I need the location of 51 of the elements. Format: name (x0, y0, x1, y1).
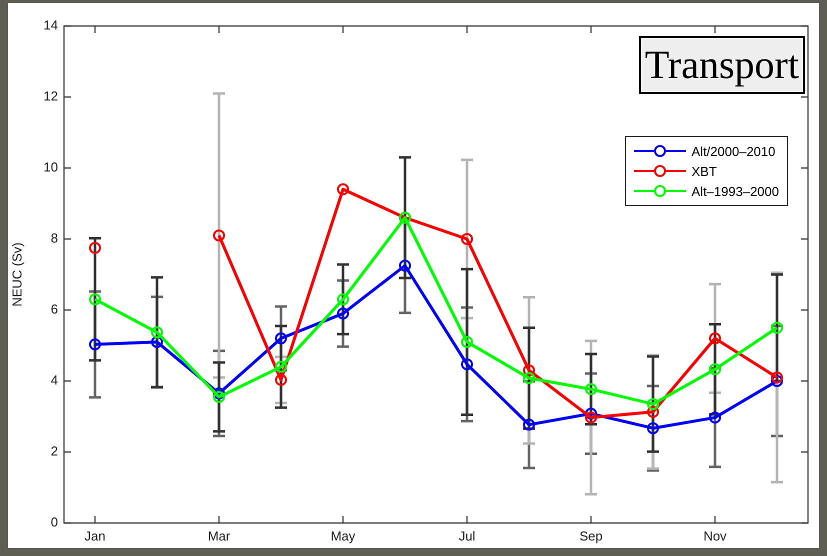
point (275, 332, 287, 344)
point (771, 371, 783, 384)
legend-label: Alt–1993–2000 (692, 184, 779, 198)
point (337, 293, 349, 306)
x-tick-label: Nov (703, 528, 728, 544)
point (771, 322, 783, 334)
point (461, 336, 473, 348)
point (337, 308, 349, 320)
point (275, 374, 287, 386)
point (709, 363, 721, 376)
legend-label: Alt/2000–2010 (692, 144, 776, 158)
point (89, 293, 101, 306)
x-tick-label: Mar (208, 528, 231, 544)
chart-title: Transport (638, 36, 805, 94)
point (151, 336, 163, 348)
point (647, 422, 659, 434)
y-tick-label: 12 (44, 88, 58, 104)
point (647, 406, 659, 418)
y-tick-label: 4 (50, 372, 58, 388)
x-tick-label: Jul (458, 528, 476, 544)
point (89, 338, 101, 350)
y-tick-label: 6 (50, 302, 58, 317)
x-tick-label: Sep (579, 528, 603, 544)
point (523, 364, 535, 376)
point (461, 358, 473, 370)
point (585, 383, 597, 396)
x-tick-label: Jan (84, 528, 106, 544)
y-axis-title: NEUC (Sv) (9, 242, 24, 307)
point (523, 418, 535, 431)
point (647, 398, 659, 410)
point (89, 242, 101, 254)
point (213, 390, 225, 403)
point (399, 260, 411, 272)
point (523, 372, 535, 384)
y-tick-label: 10 (44, 160, 58, 175)
x-tick-label: May (330, 528, 356, 544)
y-tick-label: 0 (50, 514, 58, 530)
y-tick-label: 8 (50, 230, 58, 246)
point (771, 375, 783, 387)
point (213, 229, 225, 242)
point (337, 183, 349, 196)
point (461, 233, 473, 245)
point (585, 408, 597, 420)
point (709, 332, 721, 344)
y-tick-label: 14 (44, 18, 58, 33)
point (585, 412, 597, 424)
point (151, 326, 163, 338)
point (709, 412, 721, 424)
point (275, 360, 287, 373)
y-tick-label: 2 (50, 444, 58, 459)
legend-label: XBT (692, 164, 717, 178)
